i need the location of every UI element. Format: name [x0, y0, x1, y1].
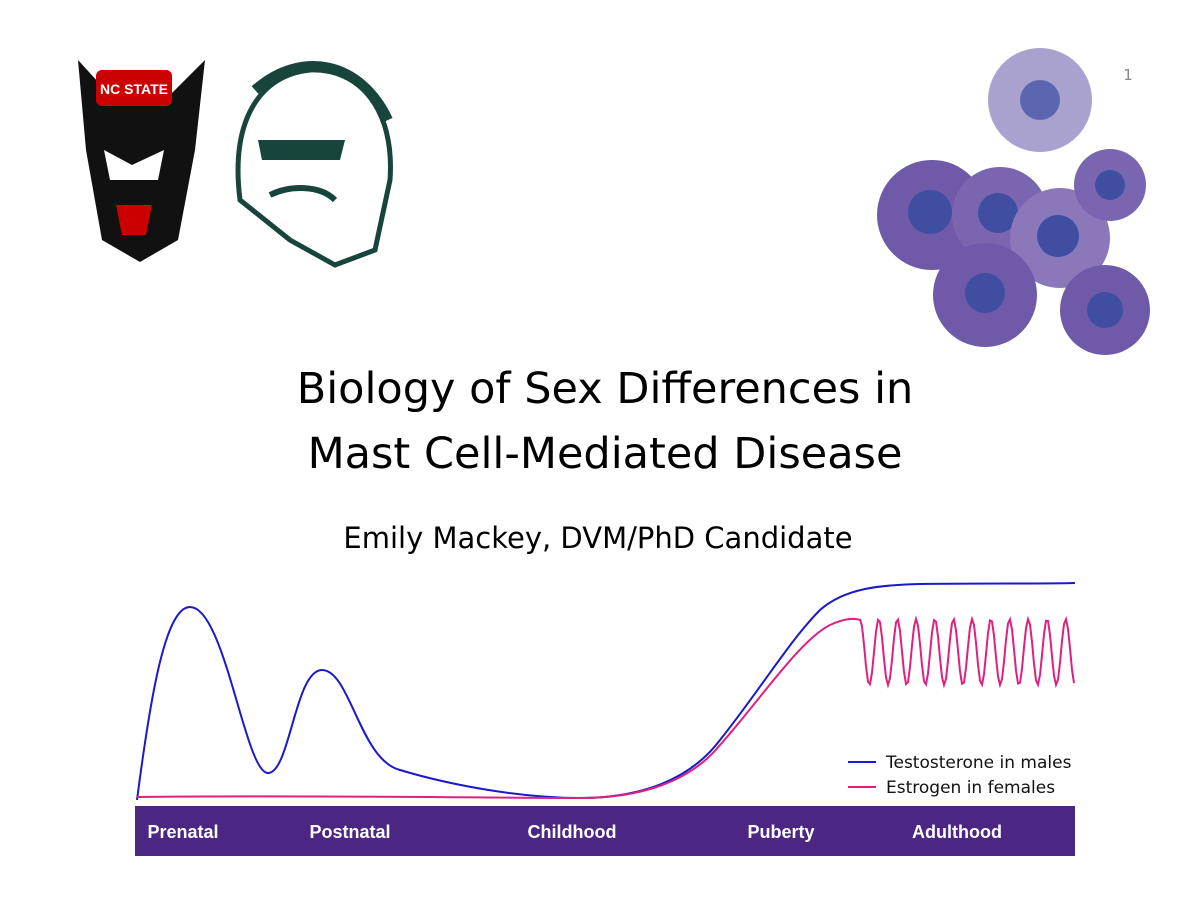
- stage-label: Childhood: [528, 822, 617, 842]
- legend-label: Estrogen in females: [886, 778, 1055, 798]
- stage-label: Prenatal: [147, 822, 218, 842]
- logo-hat: [96, 70, 172, 106]
- mast-cell-image: [877, 48, 1150, 355]
- stage-label: Postnatal: [309, 822, 390, 842]
- stage-label: Adulthood: [912, 822, 1002, 842]
- stage-band: [135, 806, 1075, 856]
- spartan-logo: [235, 61, 393, 268]
- nc-state-logo: NC STATE: [64, 52, 214, 267]
- estrogen-curve: [136, 615, 1075, 800]
- logo-text: NC STATE: [100, 81, 168, 97]
- title-line: Mast Cell-Mediated Disease: [308, 429, 903, 479]
- page-number: 1: [1123, 66, 1133, 84]
- title-line: Biology of Sex Differences in: [297, 364, 914, 414]
- subtitle: Emily Mackey, DVM/PhD Candidate: [343, 521, 852, 555]
- stage-label: Puberty: [747, 822, 814, 842]
- testosterone-curve: [136, 582, 1076, 801]
- legend-label: Testosterone in males: [885, 753, 1072, 773]
